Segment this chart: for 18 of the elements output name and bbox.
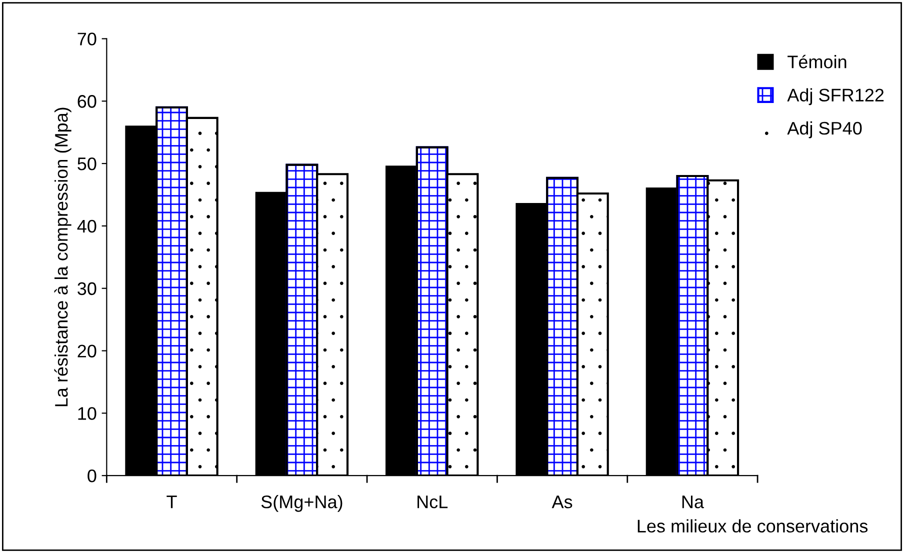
legend-label: Témoin <box>788 54 846 68</box>
y-tick-label: 10 <box>78 407 96 420</box>
y-tick-label: 20 <box>78 344 96 358</box>
y-tick-label: 50 <box>78 157 96 170</box>
x-tick-label: NcL <box>418 496 448 508</box>
x-tick-label: Na <box>682 496 704 508</box>
y-axis-title: La résistance à la compression (Mpa) <box>54 108 72 406</box>
x-tick-label: S(Mg+Na) <box>261 495 342 512</box>
y-tick-label: 30 <box>78 282 96 296</box>
x-tick-label: T <box>166 496 177 508</box>
x-axis-title: Les milieux de conservations <box>638 519 868 533</box>
legend-label: Adj SP40 <box>787 121 862 138</box>
y-tick-label: 60 <box>78 95 96 108</box>
x-tick-label: As <box>552 496 572 508</box>
y-tick-label: 0 <box>88 470 96 482</box>
y-tick-label: 70 <box>78 32 96 46</box>
legend-label: Adj SFR122 <box>787 88 884 106</box>
y-tick-label: 40 <box>77 220 96 233</box>
